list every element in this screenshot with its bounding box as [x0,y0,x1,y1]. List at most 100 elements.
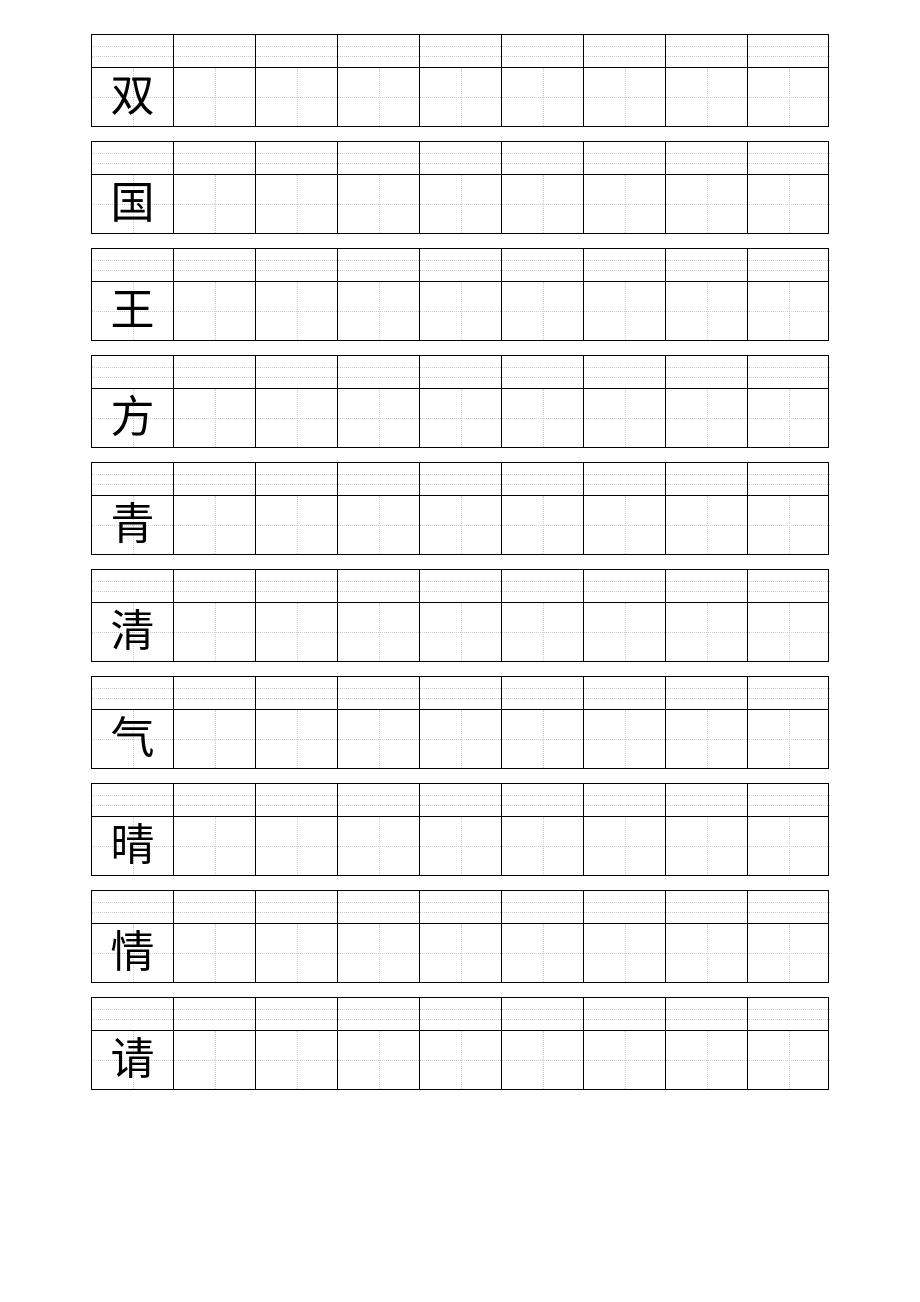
pinyin-cell [748,784,830,816]
pinyin-cell [92,998,174,1030]
practice-char-cell [338,710,420,768]
practice-row: 国 [91,141,829,234]
practice-char-cell [256,1031,338,1089]
practice-char-cell [666,1031,748,1089]
practice-char-cell [584,817,666,875]
pinyin-cell [748,998,830,1030]
char-strip: 晴 [91,816,829,876]
practice-row: 晴 [91,783,829,876]
model-char-cell: 情 [92,924,174,982]
pinyin-cell [174,249,256,281]
practice-char-cell [502,924,584,982]
practice-char-cell [256,175,338,233]
pinyin-cell [420,35,502,67]
pinyin-cell [256,570,338,602]
pinyin-cell [666,356,748,388]
pinyin-cell [666,35,748,67]
model-character: 国 [111,182,155,226]
pinyin-cell [174,35,256,67]
pinyin-cell [420,998,502,1030]
pinyin-cell [666,891,748,923]
pinyin-cell [420,891,502,923]
model-character: 双 [111,75,155,119]
pinyin-cell [748,677,830,709]
pinyin-cell [338,570,420,602]
practice-char-cell [502,603,584,661]
practice-char-cell [174,68,256,126]
practice-char-cell [584,710,666,768]
char-strip: 国 [91,174,829,234]
practice-char-cell [338,68,420,126]
model-char-cell: 国 [92,175,174,233]
practice-char-cell [338,817,420,875]
pinyin-cell [338,142,420,174]
practice-char-cell [174,924,256,982]
model-char-cell: 青 [92,496,174,554]
pinyin-cell [338,891,420,923]
pinyin-cell [174,677,256,709]
practice-char-cell [256,68,338,126]
pinyin-cell [338,35,420,67]
pinyin-cell [584,677,666,709]
pinyin-cell [584,784,666,816]
pinyin-cell [666,784,748,816]
pinyin-cell [502,891,584,923]
practice-char-cell [338,1031,420,1089]
model-character: 青 [111,503,155,547]
practice-char-cell [174,603,256,661]
practice-char-cell [748,389,830,447]
pinyin-cell [502,998,584,1030]
practice-char-cell [420,710,502,768]
pinyin-cell [502,784,584,816]
pinyin-cell [256,463,338,495]
model-char-cell: 王 [92,282,174,340]
practice-char-cell [338,496,420,554]
char-strip: 双 [91,67,829,127]
model-character: 气 [111,717,155,761]
pinyin-strip [91,890,829,923]
practice-char-cell [584,175,666,233]
practice-char-cell [256,817,338,875]
practice-char-cell [502,68,584,126]
pinyin-strip [91,997,829,1030]
pinyin-cell [666,463,748,495]
practice-char-cell [338,282,420,340]
practice-char-cell [420,496,502,554]
practice-char-cell [748,68,830,126]
pinyin-cell [92,891,174,923]
char-strip: 青 [91,495,829,555]
pinyin-cell [174,356,256,388]
pinyin-cell [666,142,748,174]
pinyin-cell [502,249,584,281]
pinyin-cell [584,356,666,388]
practice-char-cell [256,282,338,340]
pinyin-cell [174,784,256,816]
practice-char-cell [666,282,748,340]
pinyin-cell [748,570,830,602]
pinyin-cell [338,998,420,1030]
char-strip: 气 [91,709,829,769]
practice-char-cell [748,496,830,554]
practice-char-cell [748,282,830,340]
model-char-cell: 请 [92,1031,174,1089]
practice-row: 双 [91,34,829,127]
pinyin-cell [174,570,256,602]
pinyin-cell [502,35,584,67]
pinyin-cell [92,570,174,602]
practice-char-cell [174,710,256,768]
pinyin-cell [174,998,256,1030]
pinyin-strip [91,141,829,174]
practice-char-cell [584,1031,666,1089]
practice-char-cell [666,924,748,982]
model-character: 方 [111,396,155,440]
practice-char-cell [174,1031,256,1089]
char-strip: 清 [91,602,829,662]
pinyin-cell [584,463,666,495]
practice-char-cell [174,175,256,233]
practice-char-cell [748,175,830,233]
practice-char-cell [584,68,666,126]
model-character: 王 [111,289,155,333]
practice-char-cell [748,817,830,875]
practice-char-cell [666,496,748,554]
pinyin-cell [174,142,256,174]
